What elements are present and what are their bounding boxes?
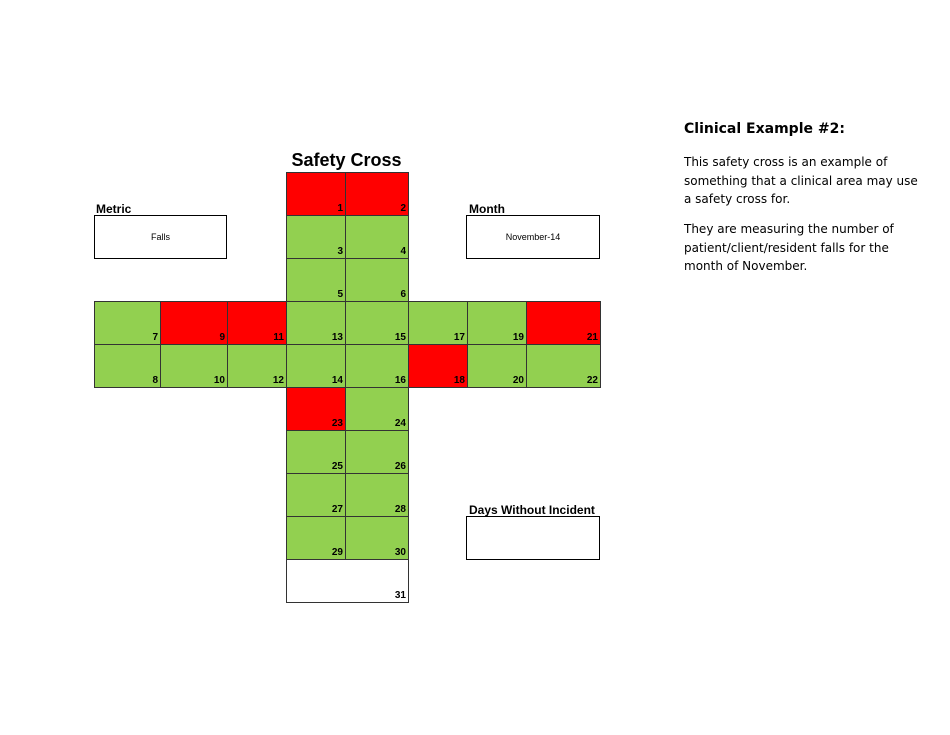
day-number: 11 (273, 332, 284, 343)
day-number: 31 (394, 590, 406, 601)
side-heading: Clinical Example #2: (684, 121, 845, 137)
day-number: 8 (152, 375, 158, 386)
day-number: 2 (400, 203, 406, 214)
metric-box: Falls (94, 215, 227, 259)
day-number: 4 (400, 246, 406, 257)
day-cell-12: 12 (227, 344, 287, 388)
day-cell-17: 17 (408, 301, 468, 345)
day-number: 10 (213, 375, 225, 386)
day-cell-1: 1 (286, 172, 346, 216)
day-number: 18 (453, 375, 465, 386)
day-cell-6: 6 (345, 258, 409, 302)
day-cell-18: 18 (408, 344, 468, 388)
day-cell-30: 30 (345, 516, 409, 560)
day-number: 7 (152, 332, 158, 343)
day-cell-29: 29 (286, 516, 346, 560)
day-cell-26: 26 (345, 430, 409, 474)
days-without-incident-box (466, 516, 600, 560)
day-cell-16: 16 (345, 344, 409, 388)
day-cell-28: 28 (345, 473, 409, 517)
day-number: 26 (394, 461, 406, 472)
day-number: 23 (331, 418, 343, 429)
day-number: 6 (400, 289, 406, 300)
side-paragraph-2: They are measuring the number of patient… (684, 222, 894, 273)
day-number: 3 (337, 246, 343, 257)
day-number: 25 (331, 461, 343, 472)
day-number: 16 (394, 375, 406, 386)
day-number: 15 (394, 332, 406, 343)
side-paragraph-1: This safety cross is an example of somet… (684, 155, 918, 206)
day-cell-7: 7 (94, 301, 161, 345)
day-cell-8: 8 (94, 344, 161, 388)
day-number: 28 (394, 504, 406, 515)
day-number: 30 (394, 547, 406, 558)
month-label: Month (469, 202, 505, 216)
day-cell-22: 22 (526, 344, 601, 388)
day-cell-2: 2 (345, 172, 409, 216)
day-cell-9: 9 (160, 301, 228, 345)
day-number: 21 (586, 332, 598, 343)
day-cell-27: 27 (286, 473, 346, 517)
day-cell-23: 23 (286, 387, 346, 431)
day-cell-25: 25 (286, 430, 346, 474)
day-number: 24 (394, 418, 406, 429)
day-cell-21: 21 (526, 301, 601, 345)
day-cell-31: 31 (286, 559, 409, 603)
metric-label: Metric (96, 202, 132, 216)
day-number: 29 (331, 547, 343, 558)
day-number: 1 (337, 203, 343, 214)
day-cell-13: 13 (286, 301, 346, 345)
day-number: 19 (512, 332, 524, 343)
days-without-incident-label: Days Without Incident (469, 503, 595, 517)
metric-value: Falls (150, 232, 170, 242)
day-cell-5: 5 (286, 258, 346, 302)
day-cell-3: 3 (286, 215, 346, 259)
day-cell-4: 4 (345, 215, 409, 259)
month-box: November-14 (466, 215, 600, 259)
safety-cross-title: Safety Cross (291, 150, 402, 170)
day-number: 17 (453, 332, 465, 343)
day-cell-15: 15 (345, 301, 409, 345)
day-number: 20 (512, 375, 524, 386)
day-number: 9 (219, 332, 225, 343)
day-number: 22 (586, 375, 598, 386)
day-cell-20: 20 (467, 344, 527, 388)
day-cell-19: 19 (467, 301, 527, 345)
day-number: 27 (331, 504, 343, 515)
day-cell-10: 10 (160, 344, 228, 388)
day-cell-24: 24 (345, 387, 409, 431)
day-number: 12 (272, 375, 284, 386)
month-value: November-14 (505, 232, 561, 242)
day-cell-14: 14 (286, 344, 346, 388)
day-number: 14 (331, 375, 343, 386)
day-number: 5 (337, 289, 343, 300)
day-cell-11: 11 (227, 301, 287, 345)
day-number: 13 (331, 332, 343, 343)
